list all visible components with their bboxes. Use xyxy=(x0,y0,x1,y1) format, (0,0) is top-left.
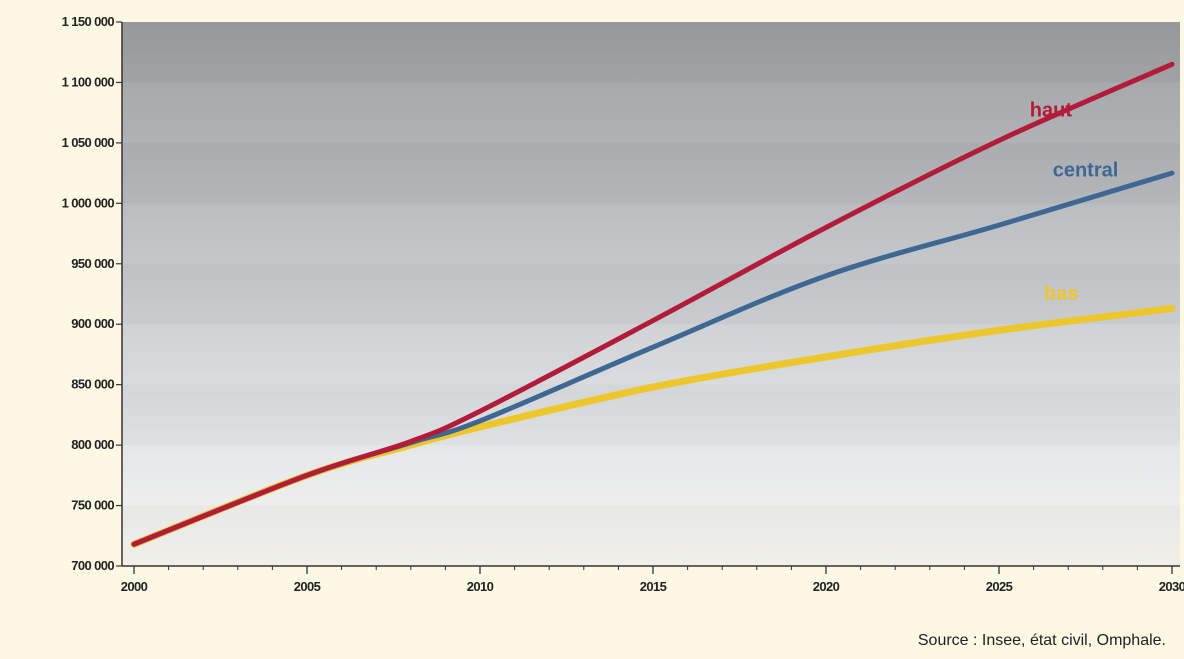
y-tick-label: 800 000 xyxy=(71,437,114,452)
series-label-bas: bas xyxy=(1044,283,1078,305)
y-tick-label: 1 000 000 xyxy=(62,195,115,210)
plot-band xyxy=(122,143,1180,203)
x-tick-label: 2020 xyxy=(813,579,840,594)
y-tick-label: 1 100 000 xyxy=(62,74,115,89)
plot-band xyxy=(122,324,1180,384)
plot-band xyxy=(122,506,1180,566)
plot-band xyxy=(122,264,1180,324)
plot-band xyxy=(122,82,1180,142)
plot-band xyxy=(122,22,1180,82)
y-tick-label: 850 000 xyxy=(71,377,114,392)
y-tick-label: 1 150 000 xyxy=(62,14,115,29)
plot-band xyxy=(122,385,1180,445)
x-tick-label: 2005 xyxy=(294,579,321,594)
plot-band xyxy=(122,445,1180,505)
series-line-haut xyxy=(131,61,1175,547)
plot-band xyxy=(122,203,1180,263)
series-labels: haut central bas xyxy=(1030,99,1119,305)
x-tick-label: 2025 xyxy=(986,579,1013,594)
x-tick-label: 2010 xyxy=(467,579,494,594)
y-tick-label: 750 000 xyxy=(71,498,114,513)
x-tick-label: 2000 xyxy=(121,579,148,594)
source-note: Source : Insee, état civil, Omphale. xyxy=(918,632,1166,649)
axes: 700 000 750 000 800 000 850 000 900 000 950 0… xyxy=(62,14,1184,594)
y-tick-label: 900 000 xyxy=(71,316,114,331)
x-tick-label: 2015 xyxy=(640,579,667,594)
series-label-central: central xyxy=(1053,160,1119,182)
x-tick-label: 2030 xyxy=(1159,579,1184,594)
y-tick-label: 950 000 xyxy=(71,256,114,271)
y-tick-label: 1 050 000 xyxy=(62,135,115,150)
series-label-haut: haut xyxy=(1030,99,1073,121)
y-tick-label: 700 000 xyxy=(71,558,114,573)
series-lines xyxy=(130,61,1176,548)
